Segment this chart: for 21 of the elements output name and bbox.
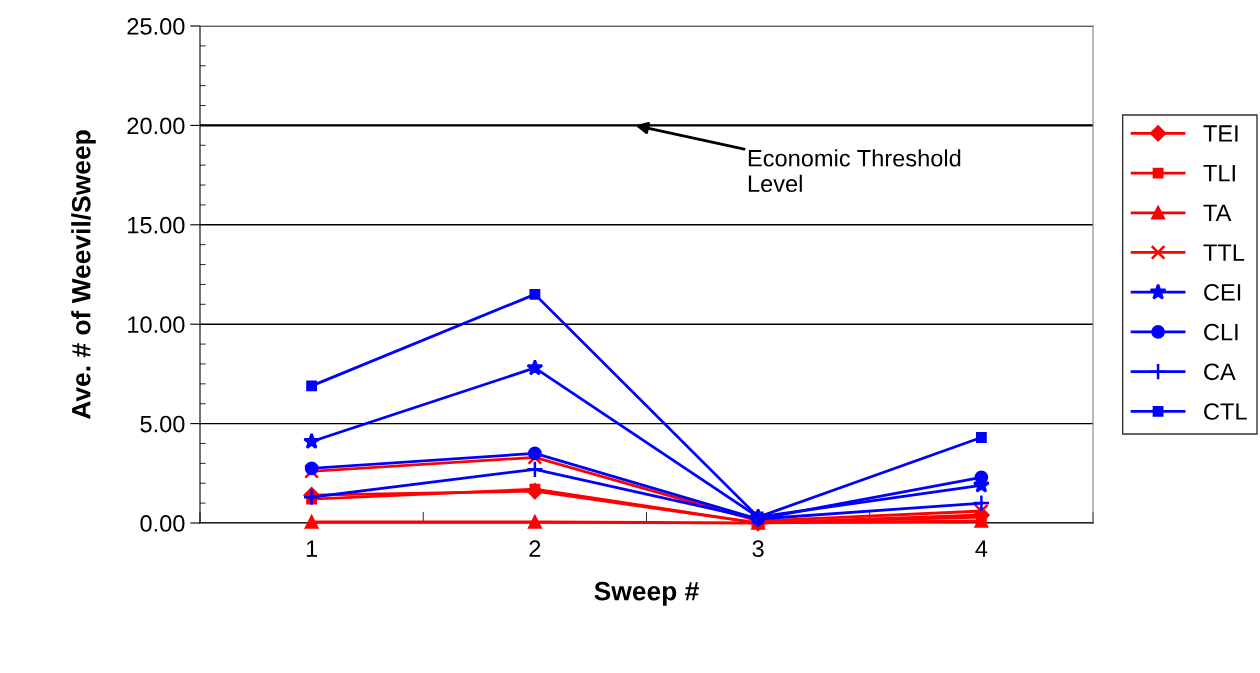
x-tick-label: 3 <box>752 540 764 558</box>
x-tick-label: 4 <box>975 540 988 557</box>
x-axis-title: Sweep # <box>594 581 699 606</box>
y-tick-label: 5.00 <box>140 415 185 433</box>
y-axis-title: Ave. # of Weevil/Sweep <box>71 130 96 420</box>
y-tick-label: 15.00 <box>128 216 185 234</box>
y-tick-label: 20.00 <box>127 117 185 135</box>
legend-label: CEI <box>1204 283 1241 301</box>
legend-label: TTL <box>1203 244 1245 261</box>
y-tick-label: 10.00 <box>128 316 185 333</box>
legend-label: TEI <box>1203 125 1238 142</box>
x-tick-label: 2 <box>529 540 541 557</box>
legend-label: CLI <box>1204 323 1238 341</box>
legend-label: TLI <box>1203 165 1235 182</box>
ref-line-label: Economic Threshold Level <box>748 149 961 193</box>
x-tick-label: 1 <box>306 540 318 557</box>
y-tick-label: 25.00 <box>127 18 185 35</box>
legend-label: CTL <box>1204 403 1247 420</box>
y-tick-label: 0.00 <box>140 515 185 532</box>
legend-label: CA <box>1204 363 1236 381</box>
legend-label: TA <box>1203 204 1232 222</box>
